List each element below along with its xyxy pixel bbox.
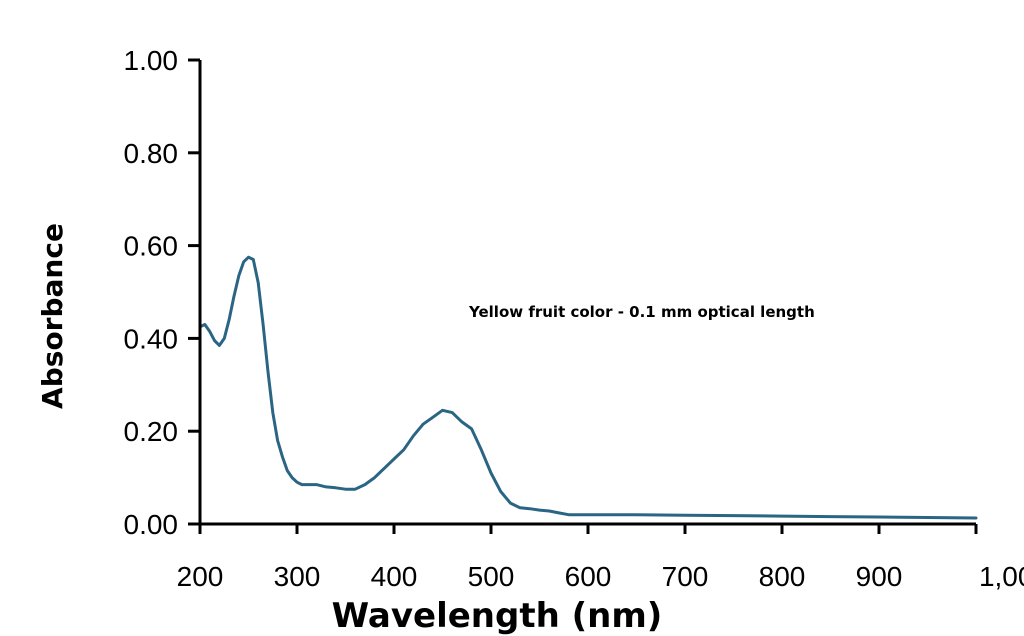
x-ticks: 200 300 400 500 600 700 800 900 1,000	[177, 524, 1024, 592]
series-layer	[198, 255, 978, 520]
x-tick-label: 800	[759, 561, 806, 592]
x-axis-title: Wavelength (nm)	[332, 596, 663, 636]
y-tick-label: 0.20	[124, 416, 179, 447]
x-tick-label: 700	[662, 561, 709, 592]
x-tick-label: 200	[177, 561, 224, 592]
y-ticks: 0.00 0.20 0.40 0.60 0.80 1.00	[124, 45, 200, 540]
annotation: Yellow fruit color - 0.1 mm optical leng…	[468, 303, 815, 321]
x-tick-label: 500	[468, 561, 515, 592]
axes	[198, 60, 976, 526]
series-line-0	[198, 255, 978, 520]
y-axis-title: Absorbance	[36, 223, 69, 409]
y-tick-label: 1.00	[124, 45, 179, 76]
y-tick-label: 0.60	[124, 231, 179, 262]
y-tick-label: 0.80	[124, 138, 179, 169]
x-tick-label: 600	[565, 561, 612, 592]
x-tick-label: 1,000	[979, 561, 1024, 592]
y-tick-label: 0.40	[124, 323, 179, 354]
x-tick-label: 400	[371, 561, 418, 592]
y-tick-label: 0.00	[124, 509, 179, 540]
x-tick-label: 300	[274, 561, 321, 592]
x-tick-label: 900	[856, 561, 903, 592]
